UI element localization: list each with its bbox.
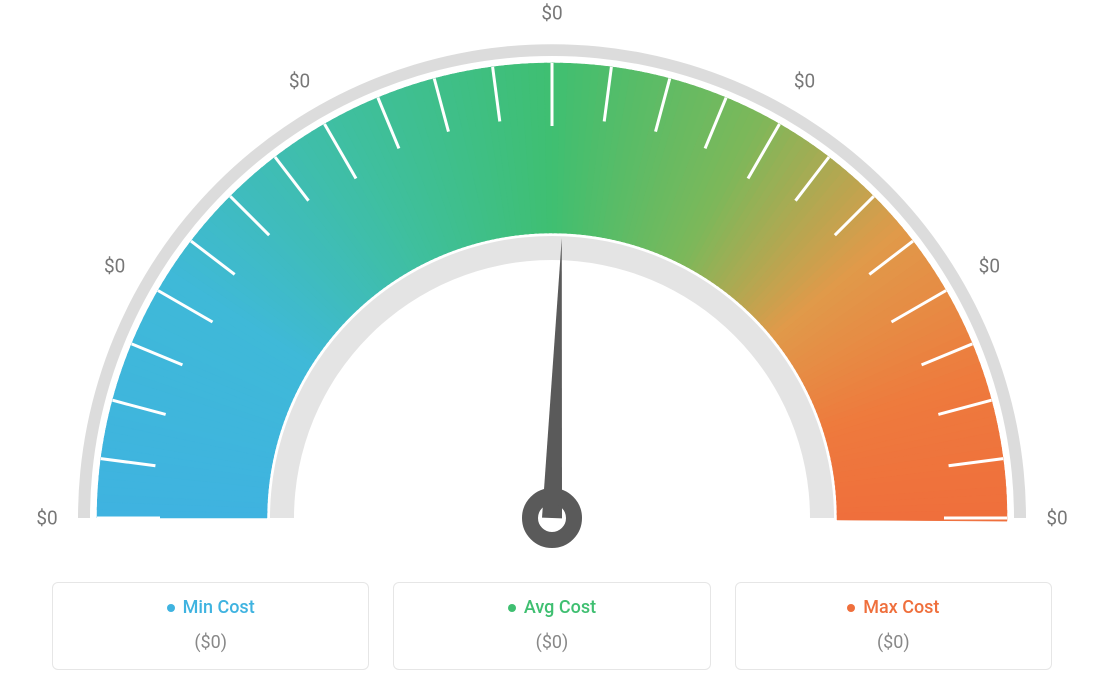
legend-value-max: ($0) — [736, 632, 1051, 653]
gauge-cost-widget: $0 $0 $0 $0 $0 $0 $0 Min Cost ($0) Avg Cost ($… — [0, 0, 1104, 690]
scale-label: $0 — [289, 69, 310, 92]
legend-card-avg: Avg Cost ($0) — [393, 582, 710, 671]
scale-label: $0 — [979, 254, 1000, 277]
legend-row: Min Cost ($0) Avg Cost ($0) Max Cost ($0… — [52, 582, 1052, 671]
legend-card-max: Max Cost ($0) — [735, 582, 1052, 671]
legend-dot-avg — [508, 604, 516, 612]
scale-label: $0 — [104, 254, 125, 277]
scale-label: $0 — [1046, 507, 1067, 530]
legend-label-min: Min Cost — [183, 597, 255, 618]
legend-label-max: Max Cost — [863, 597, 939, 618]
gauge-area: $0 $0 $0 $0 $0 $0 $0 — [0, 0, 1104, 560]
legend-value-avg: ($0) — [394, 632, 709, 653]
legend-dot-min — [167, 604, 175, 612]
gauge-svg — [0, 0, 1104, 560]
legend-title-max: Max Cost — [847, 597, 939, 618]
scale-label: $0 — [36, 507, 57, 530]
legend-value-min: ($0) — [53, 632, 368, 653]
legend-title-min: Min Cost — [167, 597, 255, 618]
scale-label: $0 — [794, 69, 815, 92]
scale-label: $0 — [541, 2, 562, 25]
legend-title-avg: Avg Cost — [508, 597, 596, 618]
legend-label-avg: Avg Cost — [524, 597, 596, 618]
legend-dot-max — [847, 604, 855, 612]
legend-card-min: Min Cost ($0) — [52, 582, 369, 671]
